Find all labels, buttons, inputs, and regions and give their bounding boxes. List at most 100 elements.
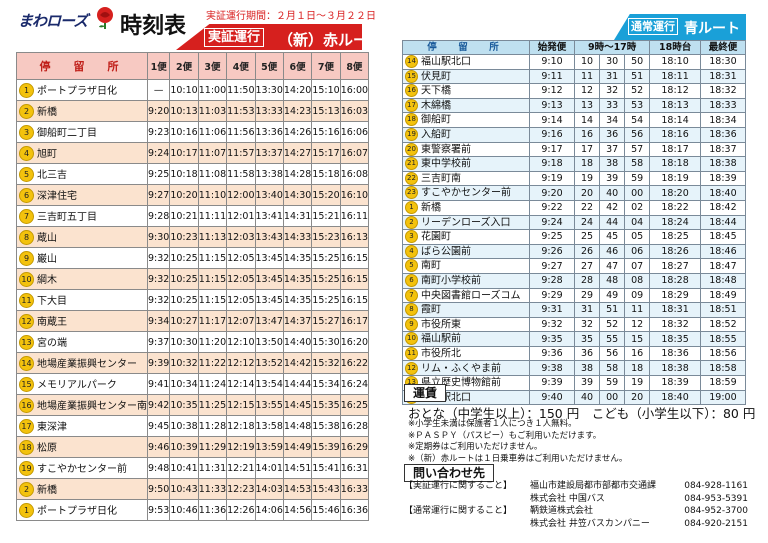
time-cell: 13:30: [254, 79, 284, 101]
table-row: 21 東中学校前 9:18 18 38 58 18:18 18:38: [402, 156, 747, 172]
fare-note: ※ＰＡＳＰＹ（パスピー）もご利用いただけます。: [408, 430, 602, 441]
time-cell: 15:35: [311, 394, 341, 416]
stop-name: すこやかセンター前: [37, 463, 127, 475]
time-cell: 18:27: [649, 258, 701, 274]
time-cell: 14: [574, 112, 601, 128]
stop-name: 三吉町五丁目: [37, 211, 97, 223]
time-cell: 12:14: [226, 373, 256, 395]
time-cell: 9:17: [528, 141, 576, 158]
time-cell: 9:23: [146, 121, 171, 143]
stop-name: 県立歴史博物館前: [421, 377, 501, 389]
time-cell: 15:32: [311, 352, 341, 374]
time-cell: 9:14: [528, 112, 576, 128]
time-cell: 9:27: [146, 184, 171, 206]
table-row: 13 県立歴史博物館前 9:39 39 59 19 18:39 18:59: [402, 375, 747, 391]
stop-cell: 11 市役所北: [402, 345, 530, 362]
time-cell: 9:32: [146, 289, 171, 311]
time-cell: 13:59: [254, 436, 284, 458]
stop-name: 宮の端: [37, 337, 67, 349]
stop-cell: 2 新橋: [16, 100, 148, 122]
stop-name: すこやかセンター前: [421, 187, 511, 199]
time-cell: 9:27: [528, 258, 576, 274]
time-cell: 11:00: [197, 79, 228, 101]
time-cell: 14:37: [282, 310, 313, 332]
stop-name: 松原: [37, 442, 57, 454]
time-cell: 12:07: [226, 310, 256, 332]
time-cell: 18: [574, 156, 601, 172]
stop-header: 停 留 所: [402, 40, 530, 55]
time-cell: 18:45: [699, 229, 747, 245]
stop-number-badge: 17: [19, 419, 34, 435]
time-cell: 16:00: [339, 79, 370, 101]
time-cell: 9:36: [528, 345, 576, 362]
time-cell: 9:45: [146, 415, 171, 437]
time-cell: 56: [624, 126, 651, 143]
time-cell: 18:40: [649, 389, 701, 406]
stop-name: 地場産業振興センター南: [37, 400, 147, 412]
stop-name: リム・ふくやま前: [421, 363, 501, 375]
time-cell: 10:13: [169, 100, 199, 122]
fare-note: ※定期券はご利用いただけません。: [408, 442, 543, 452]
table-row: 15 メモリアルパーク 9:41 10:34 11:24 12:14 13:54 14:44 1…: [16, 373, 370, 395]
time-cell: 10:32: [169, 352, 199, 374]
stop-name: 深津住宅: [37, 190, 77, 202]
time-cell: 18:51: [699, 302, 747, 318]
time-cell: 13:55: [254, 394, 284, 416]
time-cell: 14:40: [282, 331, 313, 353]
stop-number-badge: 6: [19, 188, 34, 204]
fare-note: ※（新）赤ルートは１日乗車券はご利用いただけません。: [408, 453, 628, 464]
table-row: 4 旭町 9:24 10:17 11:07 11:57 13:37 14:27 15:17 16:…: [16, 142, 370, 164]
time-cell: 18:39: [699, 170, 747, 187]
time-cell: 18:34: [699, 112, 747, 128]
stop-cell: 17 東深津: [16, 415, 148, 437]
stop-name: 花園町: [421, 231, 451, 243]
time-cell: 9:11: [528, 68, 576, 85]
time-cell: 14:20: [282, 79, 313, 101]
time-cell: 12:05: [226, 268, 256, 290]
time-cell: 9:22: [528, 199, 576, 216]
table-row: 2 リーデンローズ入口 9:24 24 44 04 18:24 18:44: [402, 214, 747, 231]
stop-cell: 22 三吉町南: [402, 170, 530, 187]
stop-number-badge: 4: [405, 244, 418, 258]
stop-name: 東深津: [37, 421, 67, 433]
trial-badge: 実証運行: [204, 28, 265, 47]
time-cell: 08: [624, 272, 651, 289]
stop-cell: 2 リーデンローズ入口: [402, 214, 530, 231]
stop-cell: 12 リム・ふくやま前: [402, 360, 530, 377]
time-cell: 11:50: [226, 79, 256, 101]
stop-number-badge: 10: [405, 332, 418, 346]
table-row: 1 新橋 9:22 22 42 02 18:22 18:42: [402, 199, 747, 216]
table-row: 2 新橋 9:50 10:43 11:33 12:23 14:03 14:53 15:43 16:…: [16, 478, 370, 500]
time-cell: 10:46: [169, 499, 199, 521]
time-cell: 36: [574, 345, 601, 362]
time-cell: 14:48: [282, 415, 313, 437]
contact-phone: 084-952-3700: [684, 506, 748, 516]
time-cell: 13:38: [254, 163, 284, 185]
time-cell: 52: [599, 316, 626, 333]
time-cell: 9:50: [146, 478, 171, 500]
time-cell: 9:18: [528, 156, 576, 172]
time-cell: 14:56: [282, 499, 313, 521]
stop-number-badge: 11: [19, 293, 34, 309]
time-cell: 14:35: [282, 268, 313, 290]
stop-number-badge: 10: [19, 272, 34, 288]
contact-org: 福山市建設局都市部都市交通課: [530, 481, 657, 491]
time-cell: 12:12: [226, 352, 256, 374]
time-cell: 15:20: [311, 184, 341, 206]
stop-cell: 1 新橋: [402, 199, 530, 216]
stop-cell: 3 御船町二丁目: [16, 121, 148, 143]
time-cell: 12:00: [226, 184, 256, 206]
stop-cell: 10 福山駅前: [402, 331, 530, 347]
table-row: 17 東深津 9:45 10:38 11:28 12:18 13:58 14:48 15:38 1…: [16, 415, 370, 437]
time-cell: 9:35: [528, 331, 576, 347]
table-row: 10 綱木 9:32 10:25 11:15 12:05 13:45 14:35 15:25 16…: [16, 268, 370, 290]
time-cell: 18:19: [649, 170, 701, 187]
time-cell: 18:25: [649, 229, 701, 245]
time-cell: 10:41: [169, 457, 199, 479]
time-cell: 9:32: [146, 247, 171, 269]
time-cell: 18:32: [649, 316, 701, 333]
stop-cell: 14 地場産業振興センター: [16, 352, 148, 374]
time-cell: 12:01: [226, 205, 256, 227]
contact-phone: 084-928-1161: [684, 481, 748, 491]
time-cell: 40: [599, 185, 626, 201]
